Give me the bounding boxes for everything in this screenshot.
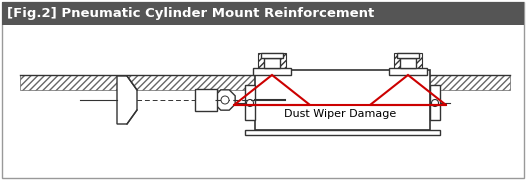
Bar: [255, 70, 430, 130]
Bar: [195, 89, 217, 111]
Bar: [253, 68, 291, 75]
Polygon shape: [215, 90, 235, 110]
Bar: [2, 2, 524, 25]
Text: [Fig.2] Pneumatic Cylinder Mount Reinforcement: [Fig.2] Pneumatic Cylinder Mount Reinfor…: [7, 7, 374, 20]
Bar: [261, 53, 283, 58]
Bar: [245, 130, 440, 135]
Bar: [20, 75, 510, 90]
Bar: [389, 68, 427, 75]
Circle shape: [221, 96, 229, 104]
Bar: [397, 53, 419, 58]
Bar: [400, 58, 416, 68]
Bar: [245, 85, 255, 120]
Bar: [258, 53, 286, 75]
Text: Dust Wiper Damage: Dust Wiper Damage: [284, 109, 396, 119]
Circle shape: [247, 100, 253, 107]
Circle shape: [432, 100, 438, 107]
Bar: [264, 58, 280, 68]
Bar: [430, 85, 440, 120]
Polygon shape: [117, 76, 137, 124]
Bar: [394, 53, 422, 75]
